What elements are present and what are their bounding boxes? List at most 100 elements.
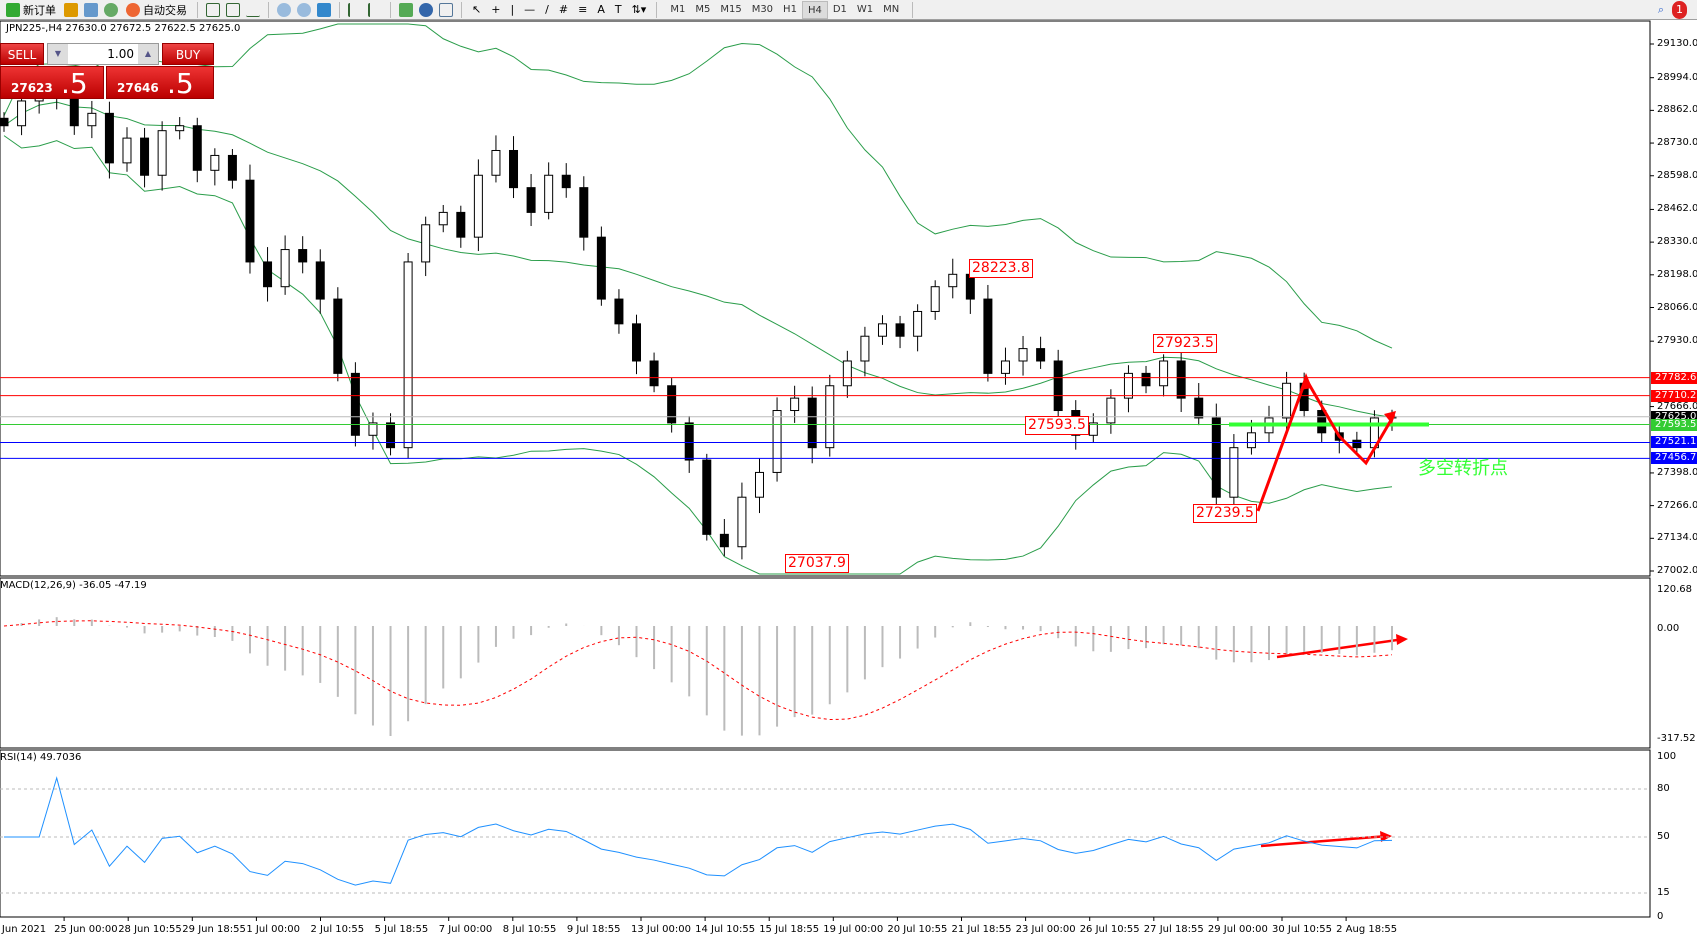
signal-icon[interactable]	[104, 2, 118, 17]
vertical-line-icon[interactable]: |	[510, 3, 515, 16]
time-axis-label: 24 Jun 2021	[0, 924, 47, 935]
time-axis-label: 15 Jul 18:55	[759, 924, 820, 935]
periods-icon[interactable]	[419, 2, 433, 17]
timeframe-h1[interactable]: H1	[783, 3, 797, 15]
price-axis-label: 28862.0	[1657, 104, 1697, 116]
bar-chart-icon[interactable]	[206, 2, 220, 17]
search-icon[interactable]: ⌕	[1657, 2, 1664, 16]
candle	[1036, 336, 1046, 369]
market-icon[interactable]	[64, 2, 78, 17]
channel-icon[interactable]: #	[558, 3, 569, 16]
text-label-icon[interactable]: T	[614, 3, 622, 16]
cloud-icon[interactable]	[84, 2, 98, 17]
lot-input[interactable]	[68, 47, 138, 61]
zoom-out-icon[interactable]	[297, 2, 311, 17]
auto-trading-icon	[126, 2, 140, 17]
time-axis-label: 9 Jul 18:55	[566, 924, 621, 935]
arrows-icon[interactable]: ⇅▾	[631, 3, 647, 16]
price-axis-label: 28994.0	[1657, 71, 1697, 83]
candle	[1211, 403, 1221, 508]
candle	[719, 518, 729, 557]
price-level-tag: 27710.2	[1651, 389, 1697, 402]
arrow-head	[1300, 373, 1312, 390]
candle	[1123, 365, 1133, 413]
timeframe-mn[interactable]: MN	[883, 3, 900, 15]
fibonacci-icon[interactable]: ≡	[578, 3, 588, 16]
chart-shift-icon[interactable]	[368, 2, 382, 17]
candle	[877, 315, 887, 345]
candle	[913, 304, 923, 352]
candle	[825, 374, 835, 457]
timeframe-d1[interactable]: D1	[832, 3, 847, 15]
candle	[140, 127, 150, 188]
candle	[1000, 347, 1010, 385]
timeframe-h4[interactable]: H4	[801, 0, 828, 19]
price-annotation[interactable]: 27037.9	[785, 554, 849, 573]
candle	[421, 216, 431, 277]
line-chart-icon[interactable]	[246, 3, 260, 17]
zoom-in-icon[interactable]	[277, 2, 291, 17]
divider	[268, 1, 269, 18]
sell-price[interactable]: 27623.5	[0, 66, 104, 100]
indicators-icon[interactable]	[399, 2, 413, 17]
time-axis-label: 1 Jul 00:00	[246, 924, 300, 935]
auto-trading-button[interactable]: 自动交易	[124, 1, 189, 19]
divider	[197, 1, 198, 18]
candle	[491, 135, 501, 183]
bollinger-lower	[3, 135, 1393, 575]
rsi-trend-arrow	[1260, 834, 1389, 848]
decrease-lot-button[interactable]: ▼	[48, 44, 68, 64]
price-annotation[interactable]: 28223.8	[969, 259, 1033, 278]
text-icon[interactable]: A	[597, 3, 605, 16]
candle	[649, 352, 659, 393]
candle	[1352, 431, 1362, 455]
buy-price[interactable]: 27646.5	[106, 66, 214, 100]
candle	[438, 204, 448, 233]
new-order-button[interactable]: 新订单	[4, 1, 58, 19]
autoscroll-icon[interactable]	[348, 2, 362, 17]
candle	[544, 162, 554, 220]
timeframe-w1[interactable]: W1	[856, 3, 874, 15]
candle	[895, 315, 905, 349]
price-axis-label: 27134.0	[1657, 532, 1697, 544]
notification-badge[interactable]: 1	[1672, 0, 1687, 19]
candle	[350, 362, 360, 447]
arrow-head	[1384, 411, 1396, 424]
macd-axis-label: 0.00	[1657, 623, 1680, 634]
price-axis-label: 29130.0	[1657, 38, 1697, 49]
timeframe-bar: M1 M5 M15 M30 H1 H4 D1 W1 MN	[665, 0, 904, 19]
price-annotation[interactable]: 27239.5	[1193, 504, 1257, 523]
trendline-icon[interactable]: /	[545, 3, 549, 16]
increase-lot-button[interactable]: ▲	[138, 44, 158, 64]
candle	[87, 100, 97, 139]
price-annotation[interactable]: 27923.5	[1153, 334, 1217, 353]
sell-button[interactable]: SELL	[0, 43, 44, 65]
candle	[754, 458, 764, 514]
candle-chart-icon[interactable]	[226, 2, 240, 17]
cursor-icon[interactable]: ↖	[472, 3, 482, 16]
candle	[860, 326, 870, 377]
candle	[280, 235, 290, 295]
timeframe-m15[interactable]: M15	[720, 3, 742, 15]
price-axis-label: 27266.0	[1657, 499, 1697, 511]
price-annotation[interactable]: 27593.5	[1025, 416, 1089, 435]
price-axis-label: 27002.0	[1657, 565, 1697, 576]
macd-label: MACD(12,26,9) -36.05 -47.19	[0, 580, 147, 591]
buy-button[interactable]: BUY	[162, 43, 214, 65]
price-level-tag: 27593.5	[1651, 418, 1697, 431]
candle	[1088, 413, 1098, 443]
rsi-panel-frame	[0, 749, 1651, 918]
timeframe-m5[interactable]: M5	[695, 3, 711, 15]
tile-windows-icon[interactable]	[317, 2, 331, 17]
candle	[702, 453, 712, 541]
templates-icon[interactable]	[439, 2, 453, 17]
candle	[1176, 345, 1186, 413]
crosshair-icon[interactable]: +	[491, 3, 501, 16]
timeframe-m1[interactable]: M1	[670, 3, 686, 15]
time-axis-label: 28 Jun 10:55	[118, 924, 182, 935]
horizontal-line-icon[interactable]: —	[524, 3, 536, 16]
timeframe-m30[interactable]: M30	[751, 3, 774, 15]
turning-point-text[interactable]: 多空转折点	[1418, 458, 1508, 479]
rsi-axis-label: 15	[1657, 887, 1670, 898]
